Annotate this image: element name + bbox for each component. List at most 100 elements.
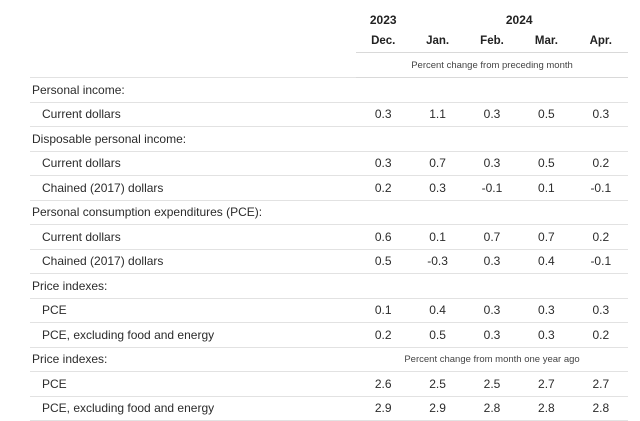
table-row: Current dollars 0.3 0.7 0.3 0.5 0.2 — [30, 151, 628, 176]
cell-value: -0.1 — [464, 175, 520, 201]
row-label: Chained (2017) dollars — [30, 175, 357, 201]
table-row: Chained (2017) dollars 0.5 -0.3 0.3 0.4 -0.1 — [30, 249, 628, 274]
cell-value: 0.3 — [573, 102, 628, 127]
cell-value — [519, 126, 574, 152]
cell-value — [356, 273, 411, 299]
cell-value — [519, 273, 574, 299]
cell-value: 0.2 — [356, 175, 411, 201]
section-row: Personal consumption expenditures (PCE): — [30, 200, 628, 225]
cell-value: 0.2 — [573, 322, 628, 348]
section-row: Disposable personal income: — [30, 126, 628, 152]
cell-value — [356, 77, 411, 103]
cell-value: 0.3 — [519, 322, 574, 348]
cell-value: 2.5 — [464, 371, 520, 397]
section-label: Price indexes: — [30, 273, 357, 299]
cell-value: 2.9 — [356, 396, 411, 421]
month-header-jan: Jan. — [410, 30, 465, 53]
cell-value: 0.3 — [464, 151, 520, 176]
cell-value: 0.5 — [410, 322, 465, 348]
cell-value: 0.7 — [464, 224, 520, 250]
section-label: Price indexes: — [30, 347, 357, 372]
cell-value: 0.3 — [356, 151, 411, 176]
cell-value: 2.9 — [410, 396, 465, 421]
cell-value — [573, 77, 628, 103]
month-header-feb: Feb. — [464, 30, 520, 53]
cell-value: 0.7 — [410, 151, 465, 176]
table-row: PCE, excluding food and energy 2.9 2.9 2.8 2… — [30, 396, 628, 421]
cell-value — [519, 200, 574, 225]
cell-value: 0.3 — [519, 298, 574, 323]
cell-value: 2.8 — [573, 396, 628, 421]
cell-value — [410, 126, 465, 152]
cell-value — [464, 273, 520, 299]
cell-value — [464, 200, 520, 225]
cell-value: 0.4 — [410, 298, 465, 323]
cell-value: 0.3 — [464, 298, 520, 323]
section-row: Personal income: — [30, 77, 628, 103]
unit-yearly-label: Percent change from month one year ago — [356, 347, 628, 372]
cell-value: 2.8 — [464, 396, 520, 421]
unit-monthly-label: Percent change from preceding month — [356, 52, 628, 78]
cell-value: 0.3 — [464, 249, 520, 274]
cell-value: 0.5 — [519, 151, 574, 176]
row-label: PCE — [30, 298, 357, 323]
cell-value: 0.2 — [573, 224, 628, 250]
cell-value: 0.2 — [356, 322, 411, 348]
section-label: Personal consumption expenditures (PCE): — [30, 200, 357, 225]
cell-value — [464, 77, 520, 103]
section-label: Disposable personal income: — [30, 126, 357, 152]
cell-value: 2.6 — [356, 371, 411, 397]
cell-value: -0.1 — [573, 175, 628, 201]
table-row: PCE 2.6 2.5 2.5 2.7 2.7 — [30, 371, 628, 397]
year-header-row: 2023 2024 — [30, 0, 628, 30]
cell-value: 0.4 — [519, 249, 574, 274]
table-row: Current dollars 0.3 1.1 0.3 0.5 0.3 — [30, 102, 628, 127]
cell-value — [410, 77, 465, 103]
table-body: Personal income: Current dollars 0.3 1.1 0.3… — [30, 77, 628, 421]
month-header-dec: Dec. — [356, 30, 411, 53]
cell-value: 0.1 — [519, 175, 574, 201]
cell-value — [519, 77, 574, 103]
cell-value — [410, 273, 465, 299]
cell-value: 2.5 — [410, 371, 465, 397]
row-label: Current dollars — [30, 224, 357, 250]
section-row: Price indexes: — [30, 273, 628, 299]
row-label: PCE, excluding food and energy — [30, 396, 357, 421]
month-header-apr: Apr. — [573, 30, 628, 53]
cell-value: 0.3 — [410, 175, 465, 201]
cell-value: 0.3 — [464, 322, 520, 348]
month-header-mar: Mar. — [519, 30, 574, 53]
cell-value: 0.3 — [573, 298, 628, 323]
cell-value: 0.1 — [410, 224, 465, 250]
cell-value: 0.3 — [356, 102, 411, 127]
cell-value — [464, 126, 520, 152]
cell-value: 1.1 — [410, 102, 465, 127]
year-2024-header: 2024 — [505, 13, 533, 27]
row-label: PCE, excluding food and energy — [30, 322, 357, 348]
personal-income-table: 2023 2024 Dec. Jan. Feb. Mar. Apr. Perce… — [30, 0, 628, 421]
table-row: PCE, excluding food and energy 0.2 0.5 0.3 0… — [30, 322, 628, 348]
cell-value: 0.5 — [356, 249, 411, 274]
cell-value: 0.2 — [573, 151, 628, 176]
row-label: PCE — [30, 371, 357, 397]
cell-value: 2.7 — [573, 371, 628, 397]
cell-value — [573, 200, 628, 225]
page: 2023 2024 Dec. Jan. Feb. Mar. Apr. Perce… — [30, 13, 628, 421]
cell-value: 0.5 — [519, 102, 574, 127]
cell-value: 2.7 — [519, 371, 574, 397]
cell-value: -0.1 — [573, 249, 628, 274]
cell-value: 2.8 — [519, 396, 574, 421]
table-row: PCE 0.1 0.4 0.3 0.3 0.3 — [30, 298, 628, 323]
cell-value: 0.1 — [356, 298, 411, 323]
cell-value — [410, 200, 465, 225]
row-label: Chained (2017) dollars — [30, 249, 357, 274]
table-row: Current dollars 0.6 0.1 0.7 0.7 0.2 — [30, 224, 628, 250]
cell-value: 0.7 — [519, 224, 574, 250]
cell-value: 0.6 — [356, 224, 411, 250]
cell-value: 0.3 — [464, 102, 520, 127]
table-row: Chained (2017) dollars 0.2 0.3 -0.1 0.1 -0.1 — [30, 175, 628, 201]
cell-value — [356, 200, 411, 225]
year-2023-header: 2023 — [369, 13, 397, 27]
cell-value — [356, 126, 411, 152]
unit-header-row: Percent change from preceding month — [30, 52, 628, 78]
